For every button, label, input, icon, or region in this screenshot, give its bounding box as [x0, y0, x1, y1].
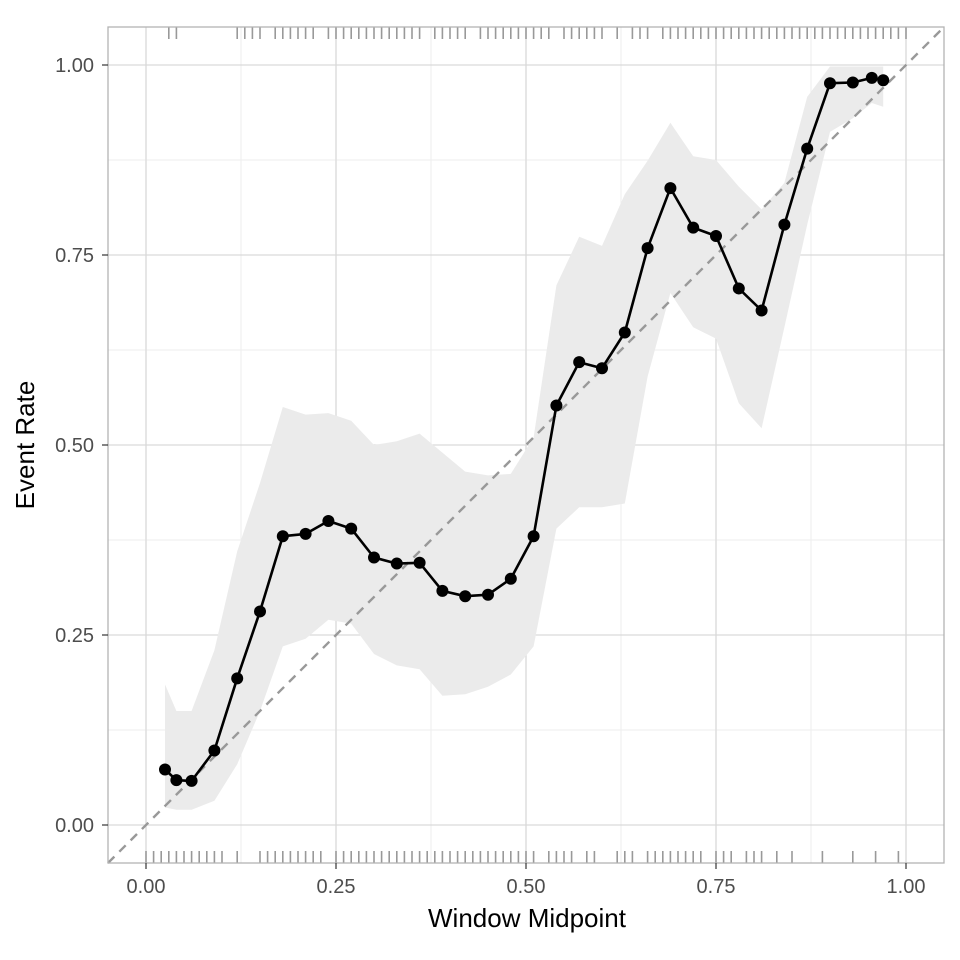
y-tick-label: 0.25 [55, 625, 94, 647]
data-point [459, 590, 472, 603]
y-tick-label: 0.50 [55, 435, 94, 457]
data-point [877, 74, 890, 87]
x-tick-label: 0.50 [507, 876, 546, 898]
x-tick-label: 1.00 [887, 876, 926, 898]
y-axis: 0.00 0.25 0.50 0.75 1.00 [55, 55, 108, 837]
data-point [596, 362, 608, 375]
data-point [824, 77, 836, 90]
data-point [322, 515, 335, 527]
data-point [687, 221, 700, 234]
y-axis-title: Event Rate [10, 381, 40, 510]
data-point [185, 774, 198, 787]
data-point [436, 584, 449, 597]
x-axis: 0.00 0.25 0.50 0.75 1.00 [127, 863, 926, 898]
data-point [482, 588, 494, 601]
data-point [345, 522, 358, 535]
data-point [208, 744, 221, 757]
data-point [846, 76, 859, 89]
data-points [159, 71, 890, 787]
data-point [801, 142, 814, 155]
series-line [164, 76, 884, 783]
y-tick-label: 0.75 [55, 245, 94, 267]
rug-marks-bottom [145, 851, 900, 863]
data-point [299, 527, 312, 540]
data-point [276, 530, 289, 543]
data-point [732, 282, 745, 295]
y-tick-label: 1.00 [55, 55, 94, 77]
data-point [231, 672, 244, 685]
data-point [504, 572, 517, 585]
data-point [413, 556, 426, 569]
data-point [170, 774, 183, 787]
data-point [550, 399, 563, 412]
data-point [865, 71, 878, 84]
x-axis-title: Window Midpoint [428, 903, 627, 933]
data-point [573, 356, 586, 369]
data-point [527, 530, 540, 543]
data-point [778, 218, 791, 231]
x-tick-label: 0.75 [697, 876, 736, 898]
x-tick-label: 0.25 [317, 876, 356, 898]
data-point [368, 551, 380, 564]
data-point [755, 304, 768, 317]
data-point [254, 605, 266, 618]
rug-marks-top [168, 27, 907, 39]
data-point [618, 326, 631, 339]
reference-diagonal-line [107, 26, 945, 864]
data-point [664, 182, 677, 195]
data-point [641, 242, 654, 255]
data-point [159, 763, 171, 776]
confidence-ribbon [165, 66, 884, 810]
y-tick-label: 0.00 [55, 815, 94, 837]
data-point [390, 557, 403, 570]
data-point [710, 230, 722, 242]
x-tick-label: 0.00 [127, 876, 166, 898]
